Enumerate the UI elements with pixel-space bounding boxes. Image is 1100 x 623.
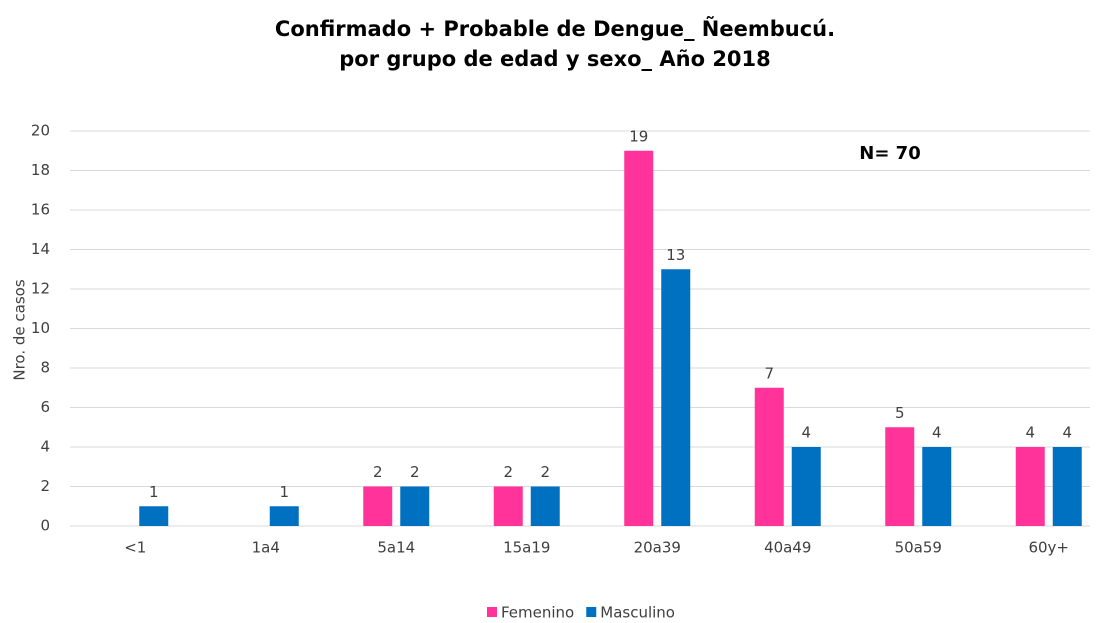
bar bbox=[269, 506, 299, 526]
legend-swatch bbox=[586, 607, 597, 617]
data-label: 4 bbox=[932, 424, 942, 442]
data-label: 13 bbox=[666, 246, 685, 264]
data-label: 4 bbox=[1025, 424, 1035, 442]
bar bbox=[661, 269, 691, 526]
data-label: 2 bbox=[503, 463, 513, 481]
y-tick-label: 6 bbox=[40, 398, 50, 416]
data-label: 1 bbox=[279, 483, 289, 501]
data-label: 2 bbox=[373, 463, 383, 481]
bar bbox=[754, 387, 784, 526]
legend-label: Masculino bbox=[600, 604, 675, 622]
data-label: 4 bbox=[1062, 424, 1072, 442]
bar bbox=[624, 150, 654, 526]
bar bbox=[139, 506, 169, 526]
y-tick-label: 18 bbox=[31, 161, 50, 179]
x-tick-label: 15a19 bbox=[503, 539, 550, 557]
y-tick-label: 0 bbox=[40, 517, 50, 535]
y-tick-label: 16 bbox=[31, 201, 50, 219]
y-axis-label: Nro. de casos bbox=[11, 279, 29, 380]
x-tick-label: 5a14 bbox=[377, 539, 415, 557]
legend-swatch bbox=[487, 607, 497, 617]
data-label: 7 bbox=[764, 364, 774, 382]
annotation: N= 70 bbox=[859, 143, 920, 164]
bar bbox=[400, 486, 430, 526]
bar bbox=[791, 447, 821, 526]
x-tick-label: 50a59 bbox=[895, 539, 942, 557]
data-label: 1 bbox=[149, 483, 159, 501]
y-tick-label: 4 bbox=[40, 438, 50, 456]
y-tick-label: 10 bbox=[31, 319, 50, 337]
y-tick-label: 2 bbox=[40, 477, 50, 495]
y-tick-label: 12 bbox=[31, 280, 50, 298]
x-tick-label: 60y+ bbox=[1028, 539, 1069, 557]
bar bbox=[1052, 447, 1082, 526]
chart-title: Confirmado + Probable de Dengue_ Ñeembuc… bbox=[275, 16, 835, 41]
legend-label: Femenino bbox=[501, 604, 574, 622]
data-label: 5 bbox=[895, 404, 905, 422]
bar bbox=[1015, 447, 1045, 526]
y-tick-label: 14 bbox=[31, 240, 50, 258]
y-tick-label: 8 bbox=[40, 359, 50, 377]
data-label: 19 bbox=[629, 127, 648, 145]
bar bbox=[885, 427, 915, 526]
x-tick-label: 40a49 bbox=[764, 539, 811, 557]
bar bbox=[922, 447, 952, 526]
bar bbox=[363, 486, 393, 526]
y-tick-label: 20 bbox=[31, 122, 50, 140]
bar bbox=[493, 486, 523, 526]
chart-title: por grupo de edad y sexo_ Año 2018 bbox=[339, 47, 771, 71]
data-label: 2 bbox=[410, 463, 420, 481]
data-label: 2 bbox=[540, 463, 550, 481]
x-tick-label: <1 bbox=[124, 539, 146, 557]
x-tick-label: 1a4 bbox=[252, 539, 280, 557]
x-tick-label: 20a39 bbox=[634, 539, 681, 557]
bar bbox=[530, 486, 560, 526]
data-label: 4 bbox=[801, 424, 811, 442]
